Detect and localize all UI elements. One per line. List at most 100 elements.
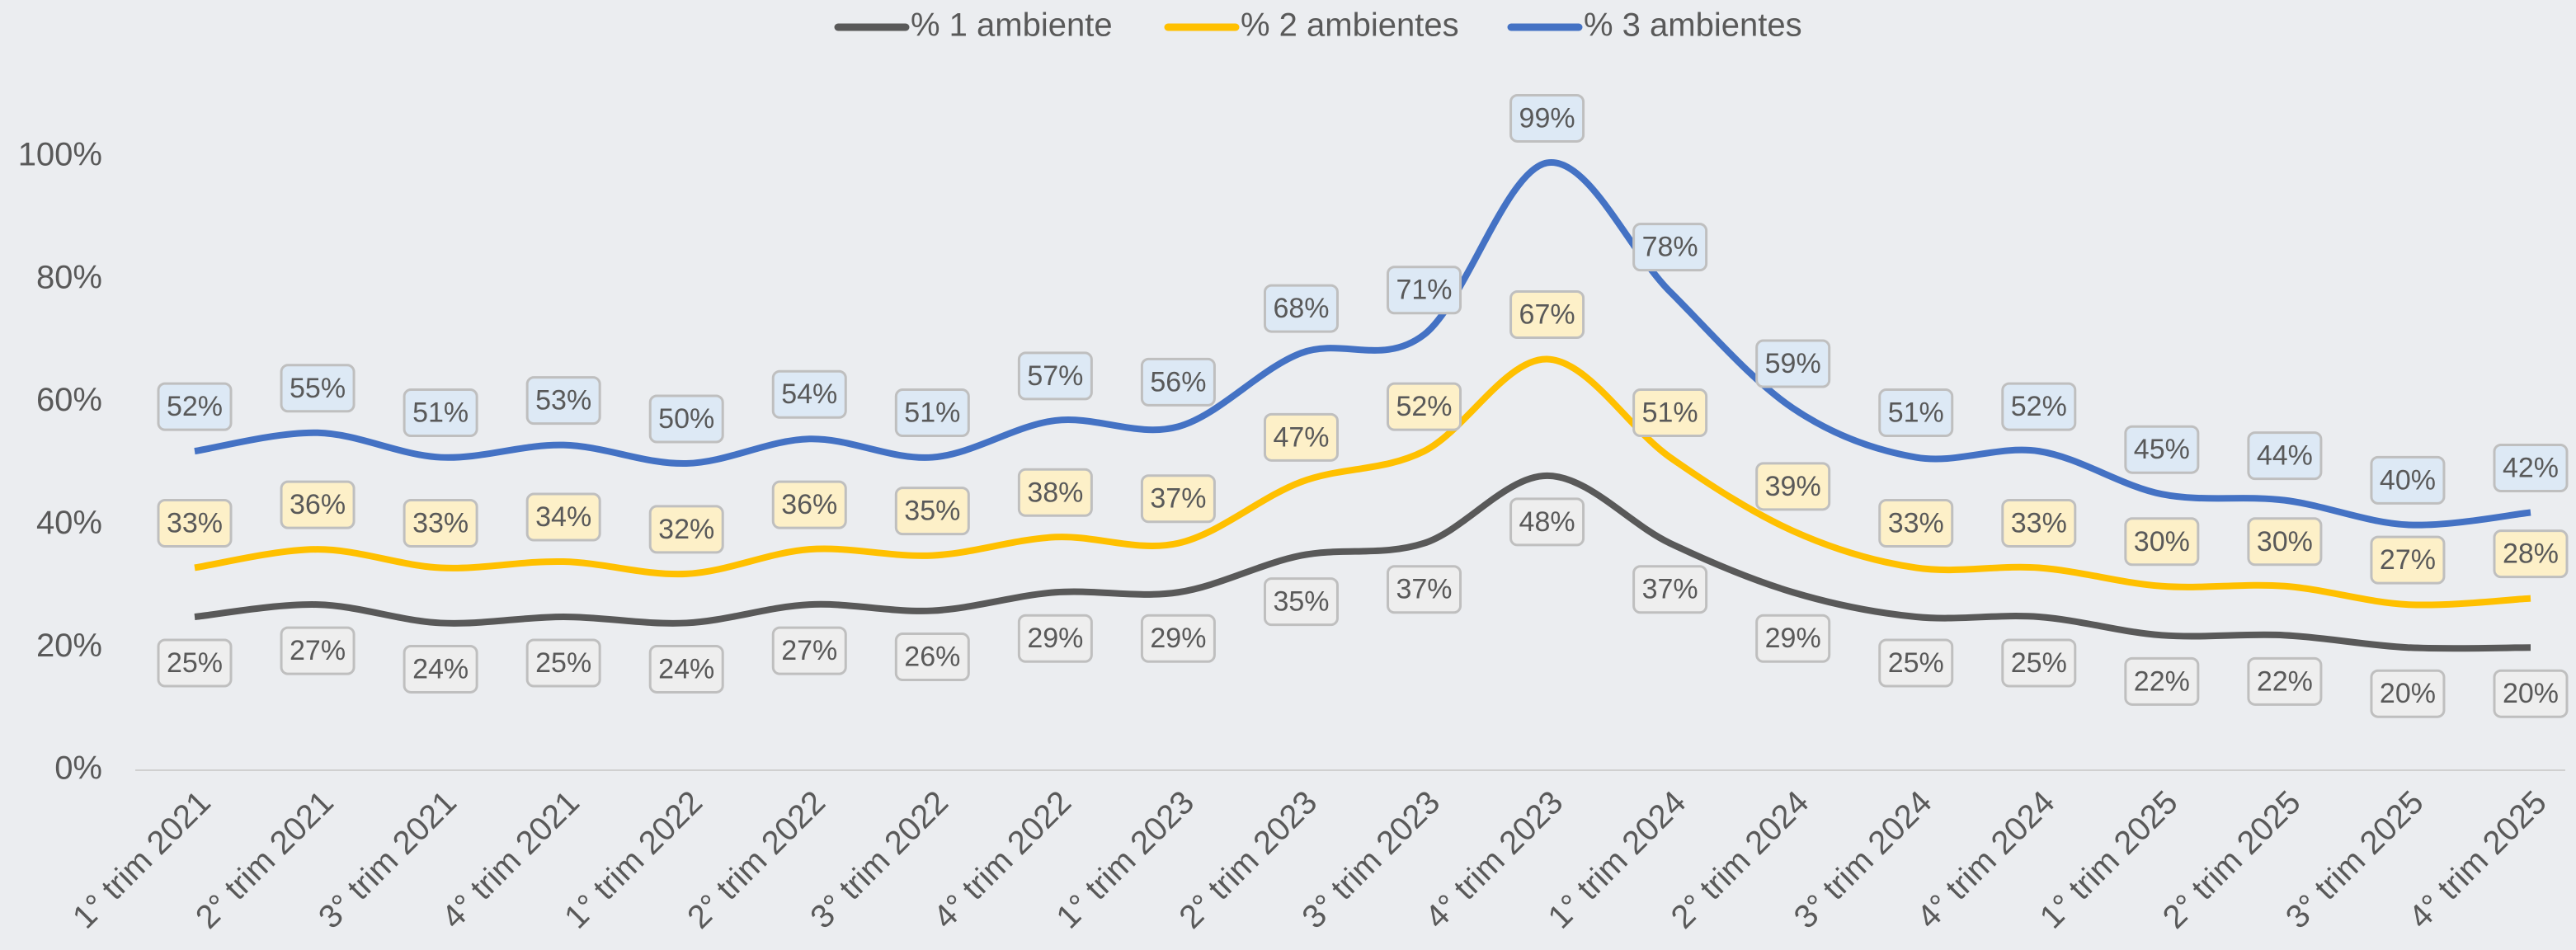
data-label-box xyxy=(2247,517,2323,567)
data-label-box xyxy=(1263,577,1339,627)
data-label: 20% xyxy=(2380,678,2436,709)
data-label: 25% xyxy=(1888,647,1944,679)
data-label-box xyxy=(280,364,356,413)
data-label: 52% xyxy=(167,391,223,422)
data-label: 29% xyxy=(1150,623,1206,654)
data-label: 68% xyxy=(1273,293,1329,324)
data-label-box xyxy=(1509,497,1585,547)
y-tick-label: 100% xyxy=(18,137,102,173)
data-label: 71% xyxy=(1396,275,1452,306)
data-label-box xyxy=(1632,223,1708,272)
data-label-box xyxy=(1755,614,1831,663)
data-label-box xyxy=(1632,565,1708,614)
series-line xyxy=(194,159,2531,529)
data-label: 25% xyxy=(535,647,591,679)
data-label: 36% xyxy=(781,489,837,520)
data-label: 33% xyxy=(2011,507,2067,538)
data-label-box xyxy=(2124,656,2200,706)
data-label-box xyxy=(525,638,601,688)
legend-label: % 1 ambiente xyxy=(911,7,1113,44)
data-label-box xyxy=(2493,444,2569,493)
data-label-box xyxy=(771,626,847,675)
data-label: 20% xyxy=(2503,678,2559,709)
data-label: 47% xyxy=(1273,421,1329,453)
data-label: 29% xyxy=(1765,623,1821,654)
data-label: 57% xyxy=(1027,360,1083,392)
data-label-box xyxy=(894,388,970,438)
data-label: 22% xyxy=(2134,665,2190,697)
data-label-box xyxy=(403,644,478,694)
data-label: 25% xyxy=(2011,647,2067,679)
data-label-box xyxy=(1387,266,1462,315)
data-label-box xyxy=(2370,535,2446,585)
data-label: 67% xyxy=(1519,299,1575,331)
data-label-box xyxy=(894,487,970,536)
data-label-box xyxy=(2124,425,2200,474)
data-label-box xyxy=(2493,669,2569,718)
data-label-box xyxy=(1509,93,1585,143)
data-label: 35% xyxy=(904,496,960,527)
data-label-box xyxy=(1140,614,1216,663)
data-label-box xyxy=(771,480,847,529)
data-label: 35% xyxy=(1273,586,1329,618)
data-label: 54% xyxy=(781,379,837,410)
data-label-box xyxy=(1140,474,1216,524)
data-label-box xyxy=(648,394,724,444)
data-label: 34% xyxy=(535,501,591,533)
y-tick-label: 40% xyxy=(36,505,102,541)
data-label: 37% xyxy=(1396,574,1452,605)
data-label: 52% xyxy=(2011,391,2067,422)
legend-label: % 3 ambientes xyxy=(1584,7,1802,44)
y-tick-label: 80% xyxy=(36,259,102,295)
data-label-box xyxy=(2493,529,2569,579)
data-label: 25% xyxy=(167,647,223,679)
data-label-box xyxy=(2001,638,2077,688)
data-label: 29% xyxy=(1027,623,1083,654)
data-label-box xyxy=(771,369,847,419)
data-label: 53% xyxy=(535,385,591,416)
data-label: 51% xyxy=(412,397,469,429)
data-label-box xyxy=(2370,669,2446,718)
data-label: 51% xyxy=(1888,397,1944,429)
data-label-box xyxy=(1387,565,1462,614)
data-label: 26% xyxy=(904,642,960,673)
data-label-box xyxy=(648,505,724,554)
data-label: 24% xyxy=(412,653,469,684)
data-label-box xyxy=(2247,656,2323,706)
data-label: 38% xyxy=(1027,477,1083,508)
data-label: 27% xyxy=(2380,544,2436,576)
data-label-box xyxy=(2124,517,2200,567)
data-label-box xyxy=(1017,351,1093,401)
data-label: 56% xyxy=(1150,366,1206,397)
y-tick-label: 0% xyxy=(54,750,102,787)
y-tick-label: 20% xyxy=(36,628,102,664)
data-label: 44% xyxy=(2257,440,2313,472)
data-label: 22% xyxy=(2257,665,2313,697)
data-label: 27% xyxy=(781,635,837,666)
data-label-box xyxy=(157,382,233,431)
data-label: 52% xyxy=(1396,391,1452,422)
data-label-box xyxy=(403,498,478,548)
data-label: 40% xyxy=(2380,464,2436,496)
data-label-box xyxy=(2247,431,2323,481)
data-label-box xyxy=(280,480,356,529)
data-label-box xyxy=(648,644,724,694)
series-line xyxy=(194,355,2531,609)
data-label: 39% xyxy=(1765,471,1821,502)
data-label-box xyxy=(157,638,233,688)
data-label: 24% xyxy=(658,653,714,684)
data-label: 99% xyxy=(1519,102,1575,134)
data-label-box xyxy=(1509,290,1585,340)
data-label-box xyxy=(1387,382,1462,431)
series-line xyxy=(194,472,2531,652)
data-label-box xyxy=(2370,455,2446,505)
data-label: 28% xyxy=(2503,538,2559,570)
data-label: 33% xyxy=(412,507,469,538)
data-label: 33% xyxy=(167,507,223,538)
data-label: 59% xyxy=(1765,348,1821,379)
data-label-box xyxy=(1878,388,1954,438)
data-label: 37% xyxy=(1642,574,1698,605)
data-label: 27% xyxy=(290,635,346,666)
